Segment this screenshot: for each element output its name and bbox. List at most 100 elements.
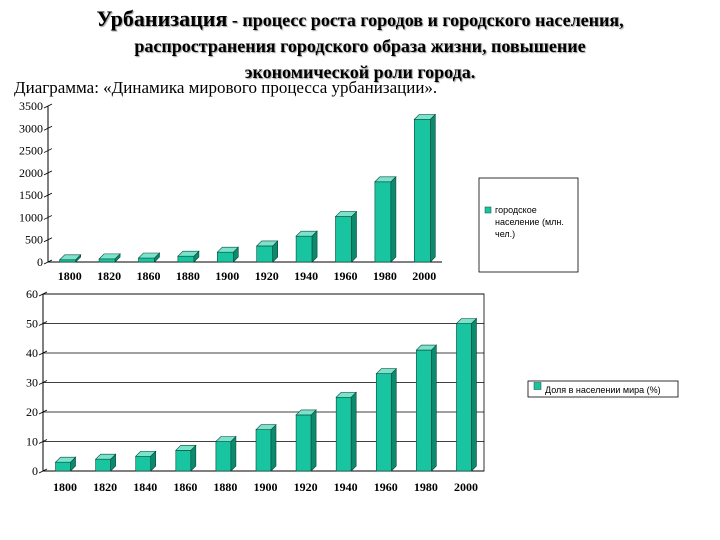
bar-front <box>215 441 232 472</box>
y-tick-mark <box>43 215 53 220</box>
bar-top <box>334 211 358 217</box>
header: Урбанизация - процесс роста городов и го… <box>0 6 720 85</box>
y-tick-label: 1000 <box>19 210 43 224</box>
bar-side <box>310 409 317 472</box>
y-tick-label: 20 <box>26 405 38 419</box>
bar-top <box>216 246 240 253</box>
y-tick-mark <box>43 170 53 176</box>
bar-top <box>137 252 161 259</box>
bar <box>295 409 317 472</box>
bar-front <box>375 373 392 472</box>
bar-front <box>95 458 111 472</box>
x-tick-label: 1980 <box>373 269 397 283</box>
bar-top <box>175 445 197 451</box>
x-tick-label: 1980 <box>414 480 438 494</box>
bar-front <box>255 429 272 472</box>
bar <box>216 246 240 263</box>
bar <box>413 113 437 263</box>
y-tick-label: 3500 <box>19 99 43 113</box>
x-tick-label: 1960 <box>334 269 358 283</box>
y-tick-mark <box>38 380 48 385</box>
bar-top <box>375 368 397 374</box>
bar-side <box>351 210 357 263</box>
y-tick-label: 500 <box>25 233 43 247</box>
bar <box>255 423 277 472</box>
x-tick-label: 2000 <box>454 480 478 494</box>
legend: Доля в населении мира (%) <box>527 380 679 398</box>
bar <box>375 367 397 472</box>
bar-front <box>456 323 472 472</box>
legend-label: население (млн. <box>495 217 564 227</box>
bar-top <box>58 254 82 261</box>
bar <box>94 453 117 472</box>
bar-side <box>350 391 357 472</box>
legend-box <box>527 380 679 398</box>
y-tick-mark <box>38 291 48 297</box>
title-lead: Урбанизация <box>96 6 228 31</box>
x-tick-label: 1900 <box>215 269 239 283</box>
y-tick-mark <box>38 409 48 415</box>
bar-front <box>177 255 195 263</box>
y-tick-mark <box>38 468 48 474</box>
bar-side <box>471 317 477 472</box>
bar-top <box>335 391 357 398</box>
y-tick-mark <box>43 125 53 131</box>
y-tick-label: 10 <box>26 435 38 449</box>
bar-top <box>54 456 77 463</box>
bar-top <box>295 409 317 416</box>
legend-label: чел.) <box>495 229 515 239</box>
bar <box>58 254 82 263</box>
y-tick-label: 1500 <box>19 188 43 202</box>
bar <box>175 444 197 472</box>
y-tick-label: 0 <box>37 255 43 269</box>
x-tick-label: 1920 <box>294 480 318 494</box>
legend-label: Доля в населении мира (%) <box>545 385 661 395</box>
bar-front <box>335 216 352 263</box>
x-tick-label: 1880 <box>213 480 237 494</box>
y-tick-label: 60 <box>26 287 38 301</box>
bar <box>374 176 397 263</box>
legend-swatch <box>484 206 492 214</box>
x-tick-label: 1900 <box>254 480 278 494</box>
bar-side <box>390 176 397 263</box>
bar-front <box>55 461 71 472</box>
x-tick-label: 2000 <box>412 269 436 283</box>
bar <box>135 450 157 472</box>
bar-front <box>416 349 432 472</box>
bar <box>137 252 161 263</box>
y-tick-mark <box>43 103 53 109</box>
y-tick-label: 2000 <box>19 166 43 180</box>
bar <box>177 250 200 263</box>
x-tick-label: 1940 <box>294 269 318 283</box>
bar-front <box>175 450 192 472</box>
y-tick-mark <box>43 192 53 198</box>
bar-front <box>59 259 77 263</box>
bar-side <box>390 367 397 472</box>
bar-front <box>295 235 313 263</box>
bar-top <box>413 114 437 120</box>
bar-front <box>374 181 392 263</box>
x-tick-label: 1800 <box>58 269 82 283</box>
chart-2: 0 10 20 30 40 50 60 1800 1820 1840 1860 1880 1900 192… <box>26 287 679 494</box>
title-line-3: экономической роли города. <box>244 62 476 82</box>
bar-front <box>413 119 431 263</box>
x-tick-label: 1820 <box>93 480 117 494</box>
bar <box>215 435 237 472</box>
bar-front <box>135 455 152 472</box>
bar <box>295 230 318 263</box>
bar-front <box>138 257 155 263</box>
x-tick-label: 1940 <box>334 480 358 494</box>
bar-side <box>270 423 277 472</box>
bar-front <box>256 245 274 263</box>
chart-1: 0 500 1000 1500 2000 2500 3000 3500 1800 1820 1860… <box>19 99 579 283</box>
y-tick-mark <box>43 259 53 265</box>
bar-side <box>230 435 237 472</box>
bar-side <box>429 113 436 263</box>
bar-front <box>335 396 352 472</box>
bar-top <box>94 453 117 460</box>
y-tick-label: 40 <box>26 346 38 360</box>
bar-top <box>215 436 237 442</box>
x-tick-label: 1960 <box>374 480 398 494</box>
bar-top <box>295 230 318 237</box>
y-tick-label: 0 <box>32 464 38 478</box>
